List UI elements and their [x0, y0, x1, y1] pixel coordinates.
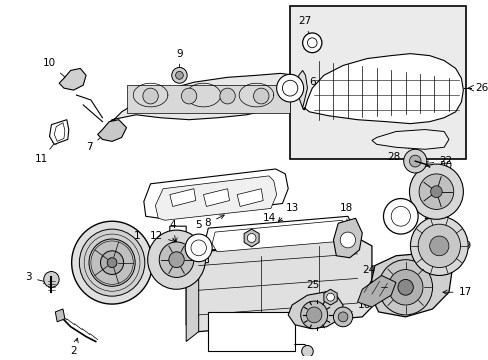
- Text: 19: 19: [442, 241, 471, 251]
- Circle shape: [168, 252, 184, 267]
- Circle shape: [408, 155, 420, 167]
- Text: 28: 28: [387, 145, 409, 162]
- Circle shape: [72, 221, 152, 304]
- Circle shape: [429, 236, 448, 256]
- Text: 26: 26: [474, 83, 487, 93]
- Circle shape: [418, 174, 453, 210]
- Polygon shape: [186, 238, 371, 332]
- Polygon shape: [333, 218, 362, 258]
- Text: 16: 16: [346, 300, 370, 315]
- Circle shape: [378, 260, 432, 315]
- Circle shape: [101, 251, 123, 274]
- Text: 7: 7: [86, 134, 104, 152]
- Circle shape: [302, 33, 321, 53]
- Text: 14: 14: [254, 213, 276, 235]
- Circle shape: [387, 270, 422, 305]
- Text: 21: 21: [404, 211, 435, 221]
- Text: 15: 15: [223, 334, 236, 343]
- Text: 12: 12: [149, 231, 176, 243]
- Polygon shape: [98, 120, 126, 141]
- Circle shape: [417, 224, 460, 267]
- Polygon shape: [102, 73, 297, 135]
- Polygon shape: [212, 220, 345, 252]
- Polygon shape: [205, 216, 352, 250]
- Polygon shape: [54, 123, 65, 141]
- Polygon shape: [49, 120, 69, 144]
- Circle shape: [340, 232, 355, 248]
- Text: 5: 5: [195, 220, 202, 242]
- Text: 13: 13: [278, 203, 298, 222]
- Circle shape: [403, 149, 426, 173]
- Bar: [126, 85, 289, 113]
- Text: 1: 1: [124, 231, 141, 247]
- Circle shape: [409, 216, 467, 275]
- Text: 18: 18: [339, 203, 352, 226]
- Text: 20: 20: [436, 161, 451, 188]
- Circle shape: [326, 293, 334, 301]
- Bar: [208, 312, 294, 351]
- Circle shape: [247, 234, 255, 242]
- Polygon shape: [155, 176, 276, 220]
- Text: 3: 3: [25, 273, 48, 283]
- Polygon shape: [59, 68, 86, 90]
- Circle shape: [430, 186, 441, 198]
- Polygon shape: [186, 253, 198, 342]
- Polygon shape: [287, 292, 343, 329]
- Circle shape: [390, 206, 409, 226]
- Polygon shape: [323, 289, 337, 305]
- Polygon shape: [368, 253, 451, 317]
- Circle shape: [307, 38, 316, 48]
- Polygon shape: [169, 226, 208, 263]
- Polygon shape: [302, 54, 463, 123]
- Circle shape: [89, 239, 135, 286]
- Circle shape: [185, 234, 212, 262]
- Polygon shape: [244, 229, 259, 247]
- Polygon shape: [371, 130, 448, 149]
- Circle shape: [338, 312, 347, 322]
- Polygon shape: [203, 189, 229, 206]
- Text: 25: 25: [305, 280, 327, 295]
- Circle shape: [397, 279, 412, 295]
- Polygon shape: [169, 189, 195, 206]
- Text: 2: 2: [70, 338, 78, 356]
- Circle shape: [408, 164, 463, 219]
- Polygon shape: [55, 309, 65, 322]
- Circle shape: [300, 301, 327, 329]
- Polygon shape: [237, 189, 263, 206]
- Polygon shape: [357, 275, 395, 307]
- Circle shape: [142, 88, 158, 104]
- Text: 23: 23: [271, 320, 295, 342]
- Circle shape: [43, 271, 59, 287]
- Text: 24: 24: [362, 265, 375, 286]
- Circle shape: [159, 242, 193, 278]
- Circle shape: [175, 71, 183, 79]
- Text: 9: 9: [176, 49, 183, 72]
- Circle shape: [171, 67, 187, 83]
- Text: 17: 17: [442, 287, 471, 297]
- Circle shape: [383, 199, 417, 234]
- Text: 11: 11: [35, 140, 57, 164]
- Circle shape: [301, 346, 313, 357]
- Text: 10: 10: [43, 58, 68, 80]
- Polygon shape: [143, 169, 287, 218]
- Circle shape: [79, 229, 144, 296]
- Text: 27: 27: [297, 16, 311, 39]
- Circle shape: [181, 88, 196, 104]
- Text: 22: 22: [424, 156, 451, 166]
- Bar: [289, 6, 465, 159]
- Circle shape: [147, 230, 205, 289]
- Circle shape: [220, 88, 235, 104]
- Circle shape: [107, 258, 117, 267]
- Text: 8: 8: [204, 215, 224, 228]
- Circle shape: [276, 75, 303, 102]
- Circle shape: [253, 88, 268, 104]
- Circle shape: [306, 307, 321, 323]
- Circle shape: [191, 240, 206, 256]
- Polygon shape: [297, 71, 307, 108]
- Text: 6: 6: [293, 77, 315, 88]
- Circle shape: [333, 307, 352, 327]
- Circle shape: [282, 80, 297, 96]
- Text: 4: 4: [169, 220, 177, 242]
